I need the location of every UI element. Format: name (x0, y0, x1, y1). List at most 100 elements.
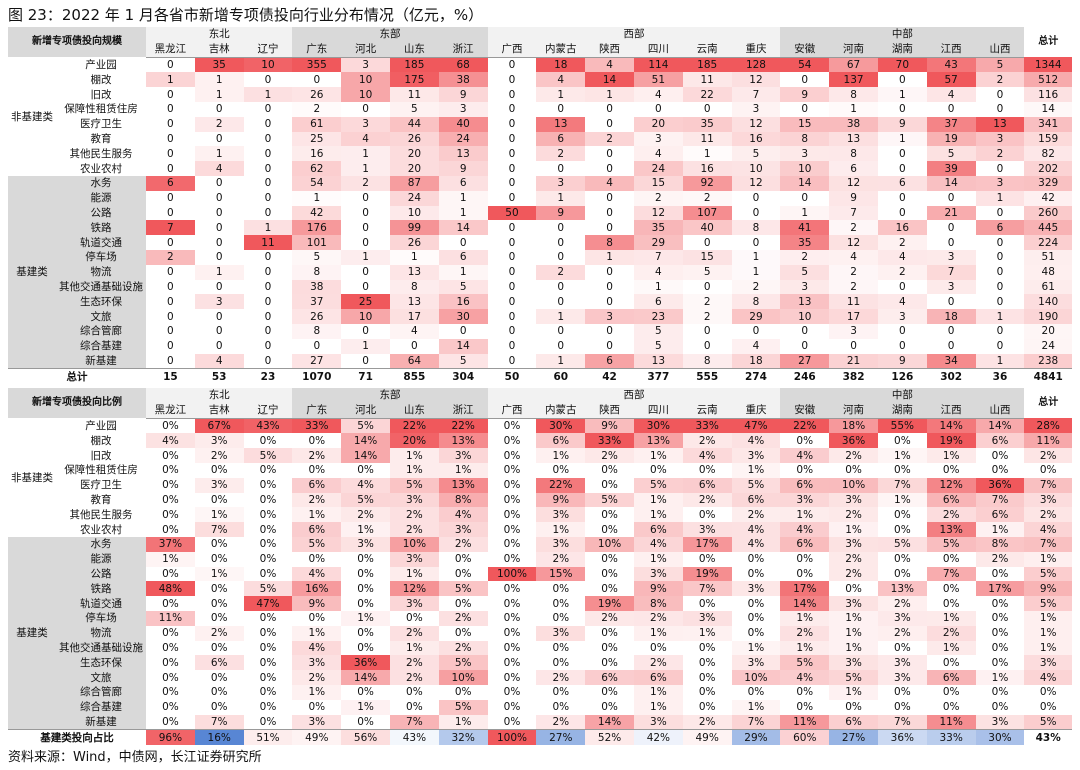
cell: 16 (731, 131, 781, 147)
cell: 0% (877, 566, 927, 582)
cell: 1% (780, 640, 830, 656)
cell: 0% (633, 462, 683, 478)
summary-cell: 27% (536, 729, 586, 746)
summary-cell: 51% (243, 729, 293, 746)
cell: 100% (487, 566, 537, 582)
cell: 4 (633, 264, 683, 280)
row-label: 其他交通基础设施 (56, 640, 146, 656)
cell: 5 (438, 353, 488, 369)
cell: 13% (633, 433, 683, 449)
group-label: 非基建类 (11, 471, 53, 484)
cell: 33% (292, 418, 342, 434)
cell: 2% (536, 551, 586, 567)
cell: 4 (731, 338, 781, 354)
cell: 16 (438, 294, 488, 310)
cell: 55% (877, 418, 927, 434)
cell: 3% (389, 596, 439, 611)
cell: 3 (194, 294, 244, 310)
cell: 0% (194, 536, 244, 552)
cell: 9 (536, 205, 586, 221)
cell: 0% (926, 581, 976, 597)
cell: 1 (194, 264, 244, 280)
cell: 0% (682, 699, 732, 715)
cell: 128 (731, 57, 781, 73)
cell: 2% (926, 625, 976, 641)
cell: 2% (292, 448, 342, 463)
cell: 0% (731, 551, 781, 567)
cell: 2 (536, 146, 586, 162)
cell: 4% (292, 640, 342, 656)
cell: 0% (487, 536, 537, 552)
cell: 1 (877, 131, 927, 147)
cell: 2 (633, 190, 683, 206)
cell: 0% (146, 566, 195, 582)
cell: 12 (731, 116, 781, 132)
cell: 1 (341, 249, 390, 265)
cell: 0 (146, 146, 195, 162)
row-label: 教育 (90, 493, 112, 506)
cell: 12 (829, 235, 878, 250)
province-header: 云南 (682, 402, 732, 419)
cell: 51 (1024, 249, 1072, 265)
data-row: 基建类 水务 6 0 0 54 2 87 6 0 3 4 15 92 12 14 12 6 14 3 329 (8, 175, 1072, 369)
summary-cell: 15 (146, 368, 195, 385)
cell: 0% (146, 670, 195, 685)
cell: 13% (438, 433, 488, 449)
cell: 0% (341, 551, 390, 567)
cell: 24 (438, 131, 488, 147)
cell: 3% (633, 566, 683, 582)
data-row: 能源 1% 0% 0% 0% 0% 3% 0% 0% 2% 0% 1% 0% 0% 0% 2% 0% 0% 2% 1% (8, 551, 1072, 567)
cell: 3% (292, 655, 342, 671)
cell: 3% (682, 522, 732, 537)
cell: 9 (438, 161, 488, 176)
row-label: 铁路 (56, 581, 146, 597)
cell: 0% (975, 448, 1025, 463)
cell: 0% (877, 433, 927, 449)
cell: 14 (780, 175, 830, 191)
cell: 11 (243, 235, 293, 250)
cell: 137 (829, 72, 878, 88)
cell: 0% (487, 670, 537, 685)
cell: 3% (633, 714, 683, 730)
cell: 20 (389, 161, 439, 176)
cell: 14 (585, 72, 634, 88)
cell: 41 (780, 220, 830, 236)
cell: 0% (926, 699, 976, 715)
cell: 0 (146, 116, 195, 132)
cell: 33% (585, 433, 634, 449)
cell: 185 (389, 57, 439, 73)
cell: 12 (731, 72, 781, 88)
cell: 224 (1024, 235, 1072, 250)
cell: 0 (926, 220, 976, 236)
cell: 0% (975, 462, 1025, 478)
cell: 0% (536, 610, 586, 626)
row-label: 综合管廊 (56, 323, 146, 339)
cell: 0 (146, 57, 195, 73)
cell: 0 (243, 264, 293, 280)
cell: 0% (243, 684, 293, 700)
cell: 0% (682, 596, 732, 611)
cell: 0% (146, 477, 195, 493)
cell: 0 (487, 249, 537, 265)
cell: 0% (682, 462, 732, 478)
province-header: 吉林 (194, 41, 244, 58)
cell: 22% (438, 418, 488, 434)
cell: 0 (487, 146, 537, 162)
province-header: 浙江 (438, 402, 488, 419)
cell: 5 (682, 264, 732, 280)
cell: 1% (926, 448, 976, 463)
cell: 2 (585, 131, 634, 147)
cell: 11% (1024, 433, 1072, 449)
summary-label: 总计 (8, 368, 146, 385)
cell: 0 (585, 338, 634, 354)
province-header: 黑龙江 (146, 41, 195, 58)
cell: 34 (926, 353, 976, 369)
data-table: 新增专项债投向规模 东北 东部 西部 中部 总计 黑龙江 吉林 辽宁 广东 河北 山东 浙江 广西 内蒙古陕… (8, 27, 1072, 385)
cell: 0 (243, 205, 293, 221)
cell: 5 (633, 323, 683, 339)
cell: 0 (243, 338, 293, 354)
row-label: 其他民生服务 (69, 147, 133, 160)
cell: 10 (731, 161, 781, 176)
cell: 0 (877, 338, 927, 354)
